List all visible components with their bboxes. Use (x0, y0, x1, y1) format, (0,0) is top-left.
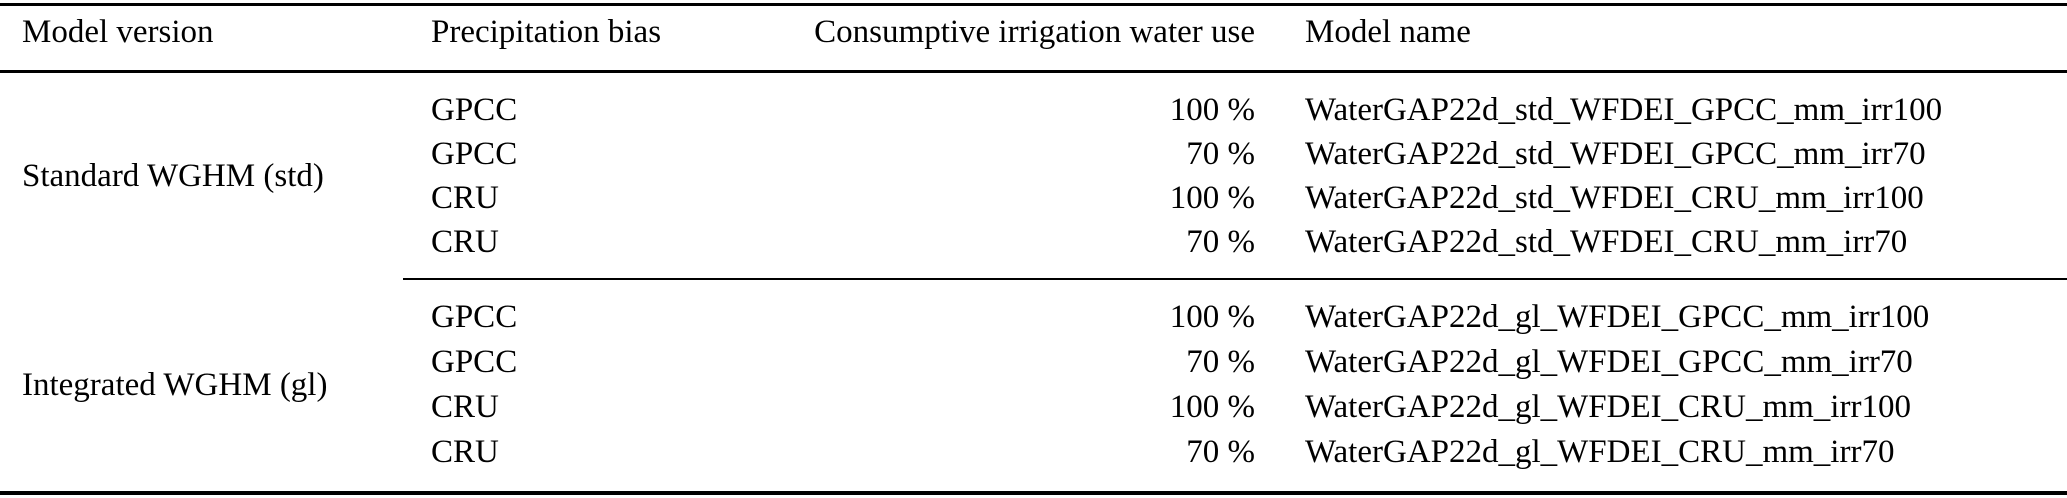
model-name-cell: WaterGAP22d_std_WFDEI_GPCC_mm_irr70 (1305, 135, 1926, 172)
irrigation-water-use-cell: 70 % (1186, 344, 1255, 380)
column-header-model-version: Model version (22, 13, 214, 50)
irrigation-water-use-cell: 70 % (1186, 434, 1255, 470)
precipitation-bias-cell: CRU (431, 179, 499, 216)
column-header-consumptive-irrigation-water-use: Consumptive irrigation water use (814, 13, 1255, 50)
table-row: GPCC 100 % WaterGAP22d_gl_WFDEI_GPCC_mm_… (0, 295, 2067, 340)
table-header-rule (0, 70, 2067, 73)
irrigation-water-use-cell: 100 % (1169, 299, 1255, 335)
group-standard-wghm: Standard WGHM (std) GPCC 100 % WaterGAP2… (0, 88, 2067, 264)
table-header-row: Model version Precipitation bias Consump… (0, 8, 2067, 56)
precipitation-bias-cell: GPCC (431, 91, 518, 128)
model-name-cell: WaterGAP22d_std_WFDEI_GPCC_mm_irr100 (1305, 91, 1943, 128)
table-row: GPCC 100 % WaterGAP22d_std_WFDEI_GPCC_mm… (0, 88, 2067, 132)
group-rows: GPCC 100 % WaterGAP22d_std_WFDEI_GPCC_mm… (0, 88, 2067, 264)
irrigation-water-use-cell: 70 % (1186, 135, 1255, 172)
model-name-cell: WaterGAP22d_gl_WFDEI_CRU_mm_irr100 (1305, 389, 1911, 425)
table-row: CRU 100 % WaterGAP22d_gl_WFDEI_CRU_mm_ir… (0, 385, 2067, 430)
column-header-model-name: Model name (1305, 13, 1471, 50)
irrigation-water-use-cell: 100 % (1169, 389, 1255, 425)
model-name-cell: WaterGAP22d_gl_WFDEI_CRU_mm_irr70 (1305, 434, 1895, 470)
table-row: CRU 70 % WaterGAP22d_std_WFDEI_CRU_mm_ir… (0, 220, 2067, 264)
table-row: GPCC 70 % WaterGAP22d_gl_WFDEI_GPCC_mm_i… (0, 340, 2067, 385)
model-name-cell: WaterGAP22d_std_WFDEI_CRU_mm_irr70 (1305, 223, 1908, 260)
irrigation-water-use-cell: 100 % (1169, 91, 1255, 128)
group-rows: GPCC 100 % WaterGAP22d_gl_WFDEI_GPCC_mm_… (0, 295, 2067, 475)
model-name-cell: WaterGAP22d_gl_WFDEI_GPCC_mm_irr70 (1305, 344, 1913, 380)
table-row: CRU 70 % WaterGAP22d_gl_WFDEI_CRU_mm_irr… (0, 430, 2067, 475)
group-integrated-wghm: Integrated WGHM (gl) GPCC 100 % WaterGAP… (0, 295, 2067, 475)
precipitation-bias-cell: GPCC (431, 135, 518, 172)
irrigation-water-use-cell: 100 % (1169, 179, 1255, 216)
column-header-precipitation-bias: Precipitation bias (431, 13, 662, 50)
precipitation-bias-cell: GPCC (431, 344, 518, 380)
table-row: GPCC 70 % WaterGAP22d_std_WFDEI_GPCC_mm_… (0, 132, 2067, 176)
table-row: CRU 100 % WaterGAP22d_std_WFDEI_CRU_mm_i… (0, 176, 2067, 220)
model-name-cell: WaterGAP22d_gl_WFDEI_GPCC_mm_irr100 (1305, 299, 1930, 335)
precipitation-bias-cell: CRU (431, 223, 499, 260)
group-label-integrated-wghm: Integrated WGHM (gl) (22, 366, 328, 403)
precipitation-bias-cell: CRU (431, 434, 499, 470)
model-name-cell: WaterGAP22d_std_WFDEI_CRU_mm_irr100 (1305, 179, 1924, 216)
table-top-rule (0, 3, 2067, 6)
table-bottom-rule (0, 491, 2067, 495)
group-label-standard-wghm: Standard WGHM (std) (22, 157, 324, 194)
precipitation-bias-cell: GPCC (431, 299, 518, 335)
precipitation-bias-cell: CRU (431, 389, 499, 425)
irrigation-water-use-cell: 70 % (1186, 223, 1255, 260)
table-group-separator-rule (403, 278, 2067, 280)
